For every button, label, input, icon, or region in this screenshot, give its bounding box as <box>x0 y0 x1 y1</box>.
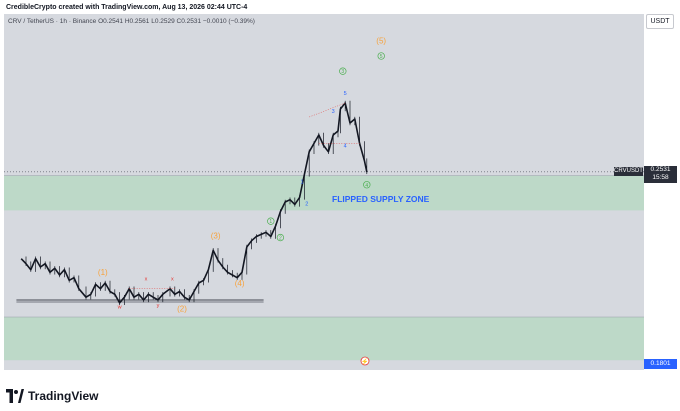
bar-countdown: 15:58 <box>652 174 669 181</box>
currency-selector[interactable]: USDT <box>646 14 674 29</box>
symbol-price-tag: CRVUSDT <box>614 167 643 176</box>
time-axis[interactable] <box>4 370 644 382</box>
current-price-value: 0.2531 <box>650 166 671 173</box>
footer-brand: TradingView <box>6 389 98 403</box>
symbol-info: CRV / TetherUS · 1h · Binance O0.2541 H0… <box>8 18 255 25</box>
footer-brand-text: TradingView <box>28 389 99 403</box>
price-axis[interactable] <box>644 14 676 370</box>
low-price-tag: 0.1801 <box>644 359 677 369</box>
current-price-tag: 0.2531 15:58 <box>644 166 677 183</box>
chart-area[interactable] <box>4 14 644 370</box>
tradingview-logo-icon <box>6 389 24 403</box>
zone-label: FLIPPED SUPPLY ZONE <box>332 194 430 204</box>
chart-header: CredibleCrypto created with TradingView.… <box>6 4 248 11</box>
